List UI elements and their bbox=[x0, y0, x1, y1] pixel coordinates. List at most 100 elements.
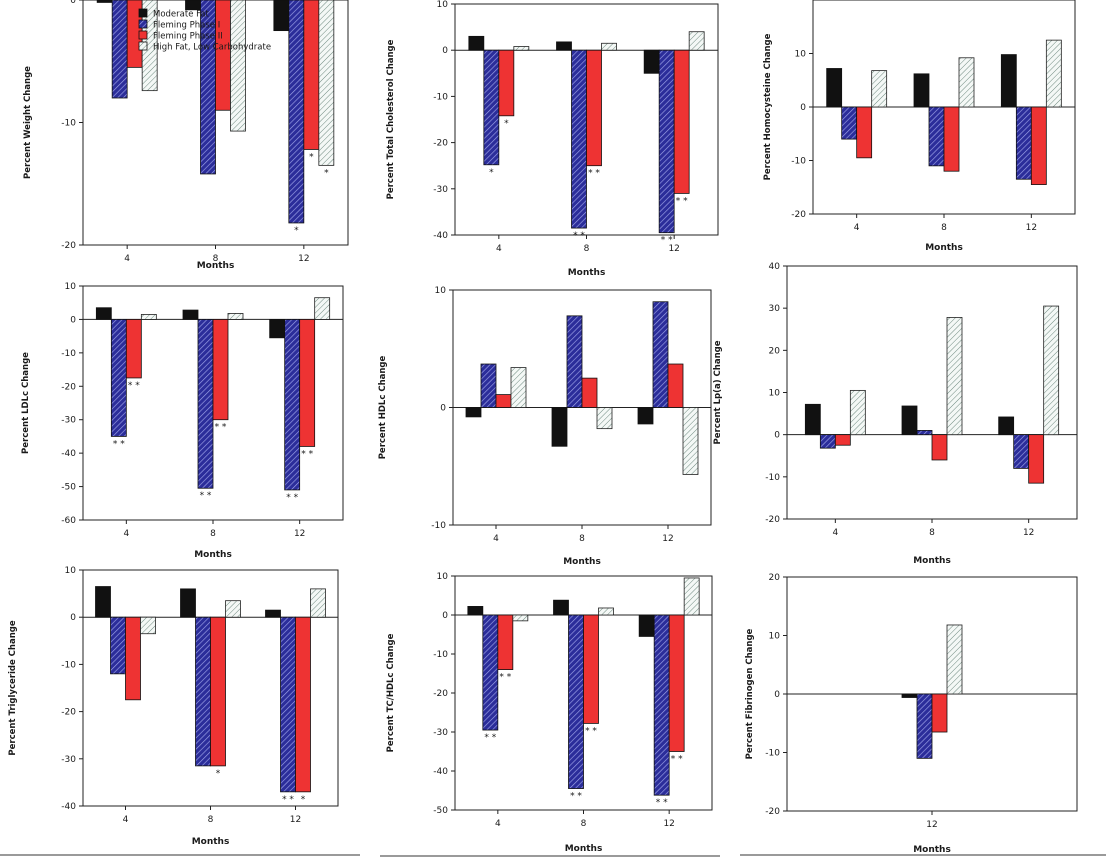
bar-moderate-fat bbox=[1000, 54, 1017, 108]
y-tick-label: -10 bbox=[791, 157, 806, 167]
y-axis-label: Percent Homocysteine Change bbox=[763, 33, 773, 180]
bar-moderate-fat bbox=[468, 35, 485, 51]
panel-weight: 0 -10 -20 4 8 12 * * * Percent Weight Change Month… bbox=[23, 0, 349, 271]
y-tick-label: 10 bbox=[435, 286, 447, 296]
bar-fleming-phase-1 bbox=[928, 106, 945, 167]
legend-swatch bbox=[138, 30, 148, 40]
y-tick-label: -30 bbox=[433, 728, 448, 738]
bar-fleming-phase-2 bbox=[931, 693, 948, 733]
significance-marker: * * bbox=[573, 231, 585, 241]
bar-moderate-fat bbox=[269, 319, 286, 339]
y-tick-label: -20 bbox=[61, 708, 76, 718]
bar-moderate-fat bbox=[901, 405, 918, 436]
bar-high-fat-low-carb bbox=[225, 600, 241, 618]
bar-fleming-phase-1 bbox=[566, 315, 583, 408]
panel-hdlc: 10 0 -10 4 8 12 Percent HDLc Change Months bbox=[378, 286, 712, 567]
bar-high-fat-low-carb bbox=[1045, 39, 1062, 108]
x-tick-label: 8 bbox=[210, 529, 216, 539]
bar-fleming-phase-2 bbox=[834, 434, 851, 446]
y-axis-label: Percent Weight Change bbox=[23, 66, 33, 179]
bar-high-fat-low-carb bbox=[946, 317, 963, 436]
significance-marker: * * bbox=[671, 755, 683, 765]
bar-high-fat-low-carb bbox=[601, 42, 617, 51]
bar-moderate-fat bbox=[465, 407, 482, 418]
bar-high-fat-low-carb bbox=[318, 0, 335, 166]
bar-moderate-fat bbox=[265, 609, 281, 618]
legend-label: Fleming Phase I bbox=[153, 21, 220, 31]
y-tick-label: -10 bbox=[431, 521, 446, 531]
bar-fleming-phase-2 bbox=[667, 363, 684, 408]
panel-tc-hdlc: 10 0 -10 -20 -30 -40 -50 4 8 12 * * * * * * * * * * * *… bbox=[386, 572, 713, 854]
y-tick-label: 0 bbox=[440, 404, 446, 414]
y-tick-label: -10 bbox=[61, 660, 76, 670]
bar-high-fat-low-carb bbox=[1043, 305, 1060, 436]
legend: Moderate Fat Fleming Phase I Fleming Pha… bbox=[138, 8, 271, 53]
x-axis-label: Months bbox=[913, 556, 951, 566]
bar-moderate-fat bbox=[804, 403, 821, 436]
bar-moderate-fat bbox=[643, 49, 660, 74]
y-tick-label: 0 bbox=[70, 0, 76, 6]
bar-fleming-phase-1 bbox=[284, 319, 301, 491]
x-tick-label: 12 bbox=[662, 534, 673, 544]
y-tick-label: 10 bbox=[437, 572, 449, 582]
x-axis-label: Months bbox=[565, 844, 603, 854]
bar-high-fat-low-carb bbox=[513, 46, 530, 51]
y-axis-label: Percent Triglyceride Change bbox=[8, 620, 18, 755]
y-tick-label: -40 bbox=[433, 231, 448, 241]
y-tick-label: -10 bbox=[765, 749, 780, 759]
y-tick-label: -30 bbox=[433, 185, 448, 195]
bar-fleming-phase-2 bbox=[125, 319, 142, 379]
x-tick-label: 12 bbox=[1026, 223, 1037, 233]
y-tick-label: 0 bbox=[774, 690, 780, 700]
x-tick-label: 12 bbox=[668, 244, 679, 254]
bar-fleming-phase-1 bbox=[197, 319, 214, 489]
y-tick-label: -50 bbox=[433, 806, 448, 816]
bar-moderate-fat bbox=[95, 586, 111, 618]
y-tick-label: -10 bbox=[433, 92, 448, 102]
legend-label: High Fat, Low Carbohydrate bbox=[153, 43, 271, 53]
bar-fleming-phase-2 bbox=[586, 49, 602, 167]
bar-high-fat-low-carb bbox=[140, 616, 156, 635]
bar-fleming-phase-1 bbox=[288, 0, 305, 224]
bar-fleming-phase-1 bbox=[482, 614, 499, 731]
bar-moderate-fat bbox=[637, 407, 654, 425]
y-axis-label: Percent Total Cholesterol Change bbox=[386, 39, 396, 199]
bar-fleming-phase-2 bbox=[497, 614, 514, 670]
x-axis-label: Months bbox=[913, 845, 951, 855]
x-tick-label: 4 bbox=[495, 819, 501, 829]
bar-fleming-phase-2 bbox=[673, 49, 690, 194]
bar-fleming-phase-1 bbox=[110, 616, 126, 675]
x-tick-label: 8 bbox=[208, 815, 214, 825]
x-tick-label: 8 bbox=[941, 223, 947, 233]
bar-moderate-fat bbox=[826, 68, 843, 108]
x-tick-label: 4 bbox=[124, 254, 130, 264]
y-tick-label: 20 bbox=[769, 573, 781, 583]
significance-marker: * bbox=[216, 769, 221, 779]
bar-high-fat-low-carb bbox=[682, 407, 699, 475]
legend-item-moderate-fat: Moderate Fat bbox=[138, 8, 209, 20]
y-tick-label: -40 bbox=[61, 802, 76, 812]
y-tick-label: -20 bbox=[61, 382, 76, 392]
bar-fleming-phase-1 bbox=[1013, 434, 1030, 469]
x-tick-label: 4 bbox=[123, 529, 129, 539]
bar-fleming-phase-1 bbox=[568, 614, 584, 789]
y-tick-label: -30 bbox=[61, 755, 76, 765]
significance-marker: * bbox=[301, 795, 306, 805]
y-tick-label: 10 bbox=[437, 0, 449, 10]
x-axis-label: Months bbox=[925, 243, 963, 253]
y-axis-label: Percent HDLc Change bbox=[378, 355, 388, 459]
x-axis-label: Months bbox=[568, 268, 606, 278]
bar-moderate-fat bbox=[913, 73, 930, 108]
significance-marker: * * bbox=[113, 439, 125, 449]
significance-marker: * * bbox=[661, 236, 673, 246]
bar-fleming-phase-1 bbox=[483, 49, 500, 166]
x-tick-label: 12 bbox=[294, 529, 305, 539]
bar-moderate-fat bbox=[551, 407, 568, 447]
bar-fleming-phase-2 bbox=[856, 106, 873, 159]
y-tick-label: -40 bbox=[61, 449, 76, 459]
significance-marker: * bbox=[309, 152, 314, 162]
bar-fleming-phase-2 bbox=[931, 434, 948, 461]
bar-high-fat-low-carb bbox=[849, 389, 866, 436]
x-axis-label: Months bbox=[563, 557, 601, 567]
bar-fleming-phase-2 bbox=[215, 0, 231, 111]
